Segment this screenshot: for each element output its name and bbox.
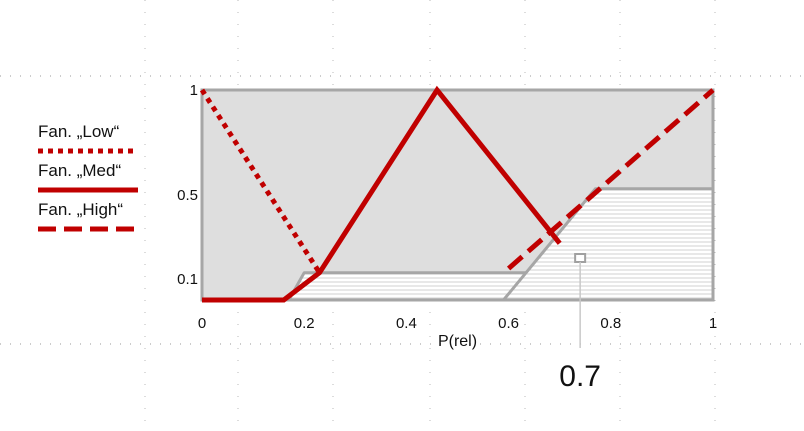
legend: Fan. „Low“ Fan. „Med“ Fan. „High“ bbox=[38, 122, 138, 232]
legend-label: Fan. „Low“ bbox=[38, 122, 120, 141]
x-tick-label: 0 bbox=[198, 315, 206, 332]
series-line-solid bbox=[202, 85, 562, 303]
x-tick-label: 0.4 bbox=[396, 315, 417, 332]
x-tick-label: 0.6 bbox=[498, 315, 519, 332]
plot-frame bbox=[200, 88, 715, 302]
x-tick-label: 1 bbox=[709, 315, 717, 332]
region-outline-clipped-low-med bbox=[287, 271, 536, 302]
series-group bbox=[199, 85, 715, 303]
callout: 0.7 bbox=[559, 253, 601, 393]
series-line-dotted bbox=[199, 88, 322, 275]
y-tick-label: 1 bbox=[190, 82, 198, 99]
legend-label: Fan. „Med“ bbox=[38, 161, 121, 180]
callout-label: 0.7 bbox=[559, 360, 601, 393]
y-tick-label: 0.1 bbox=[177, 271, 198, 288]
x-tick-label: 0.8 bbox=[600, 315, 621, 332]
series-line-dashed bbox=[506, 88, 715, 271]
legend-label: Fan. „High“ bbox=[38, 200, 123, 219]
y-tick-label: 0.5 bbox=[177, 187, 198, 204]
callout-marker bbox=[574, 253, 587, 263]
x-tick-label: 0.2 bbox=[294, 315, 315, 332]
x-axis-label: P(rel) bbox=[438, 333, 477, 350]
tick-labels: 0 0.2 0.4 0.6 0.8 1 1 0.5 0.1 bbox=[177, 82, 717, 332]
